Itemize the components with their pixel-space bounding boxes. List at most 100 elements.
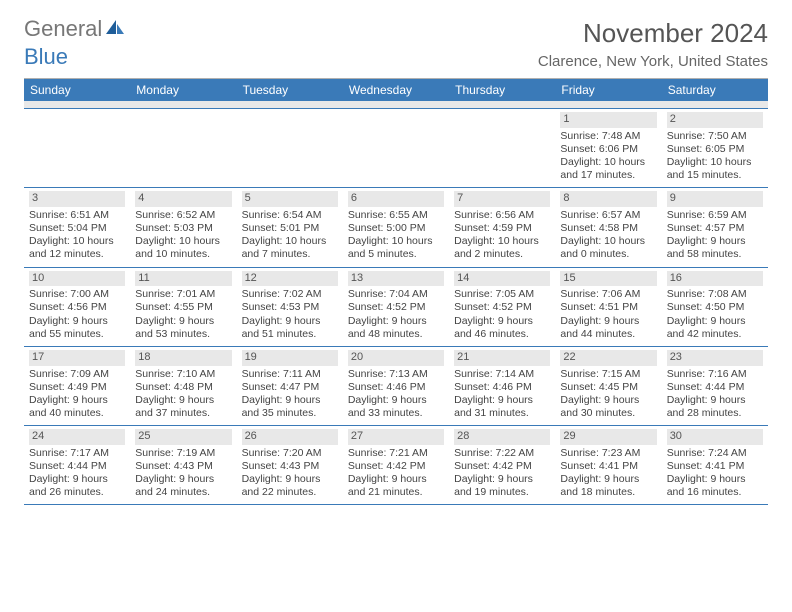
- sunrise-text: Sunrise: 7:20 AM: [242, 447, 338, 460]
- day-cell: 6 Sunrise: 6:55 AMSunset: 5:00 PMDaylight…: [343, 188, 449, 266]
- daylight-text: Daylight: 9 hours and 44 minutes.: [560, 315, 656, 341]
- sunset-text: Sunset: 4:46 PM: [348, 381, 444, 394]
- sunrise-text: Sunrise: 7:05 AM: [454, 288, 550, 301]
- sunset-text: Sunset: 6:05 PM: [667, 143, 763, 156]
- day-number: 18: [135, 350, 231, 366]
- sunrise-text: Sunrise: 7:19 AM: [135, 447, 231, 460]
- sunrise-text: Sunrise: 6:59 AM: [667, 209, 763, 222]
- daylight-text: Daylight: 9 hours and 19 minutes.: [454, 473, 550, 499]
- sunset-text: Sunset: 5:00 PM: [348, 222, 444, 235]
- day-number: 28: [454, 429, 550, 445]
- col-wednesday: Wednesday: [343, 79, 449, 101]
- day-number: 13: [348, 271, 444, 287]
- daylight-text: Daylight: 9 hours and 31 minutes.: [454, 394, 550, 420]
- daylight-text: Daylight: 9 hours and 16 minutes.: [667, 473, 763, 499]
- sunset-text: Sunset: 4:52 PM: [348, 301, 444, 314]
- daylight-text: Daylight: 9 hours and 30 minutes.: [560, 394, 656, 420]
- day-cell: 16Sunrise: 7:08 AMSunset: 4:50 PMDayligh…: [662, 268, 768, 346]
- day-cell: [130, 109, 236, 187]
- sunrise-text: Sunrise: 6:55 AM: [348, 209, 444, 222]
- sunrise-text: Sunrise: 6:57 AM: [560, 209, 656, 222]
- daylight-text: Daylight: 10 hours and 17 minutes.: [560, 156, 656, 182]
- daylight-text: Daylight: 10 hours and 7 minutes.: [242, 235, 338, 261]
- day-cell: 13Sunrise: 7:04 AMSunset: 4:52 PMDayligh…: [343, 268, 449, 346]
- daylight-text: Daylight: 9 hours and 24 minutes.: [135, 473, 231, 499]
- day-cell: 27Sunrise: 7:21 AMSunset: 4:42 PMDayligh…: [343, 426, 449, 504]
- day-number: 3: [29, 191, 125, 207]
- sunrise-text: Sunrise: 7:23 AM: [560, 447, 656, 460]
- sunrise-text: Sunrise: 7:48 AM: [560, 130, 656, 143]
- col-sunday: Sunday: [24, 79, 130, 101]
- sunset-text: Sunset: 4:45 PM: [560, 381, 656, 394]
- week-row: 10Sunrise: 7:00 AMSunset: 4:56 PMDayligh…: [24, 268, 768, 347]
- day-number: 9: [667, 191, 763, 207]
- day-cell: 2Sunrise: 7:50 AMSunset: 6:05 PMDaylight…: [662, 109, 768, 187]
- daylight-text: Daylight: 10 hours and 10 minutes.: [135, 235, 231, 261]
- sunrise-text: Sunrise: 7:22 AM: [454, 447, 550, 460]
- daylight-text: Daylight: 10 hours and 2 minutes.: [454, 235, 550, 261]
- day-cell: 11Sunrise: 7:01 AMSunset: 4:55 PMDayligh…: [130, 268, 236, 346]
- daylight-text: Daylight: 9 hours and 21 minutes.: [348, 473, 444, 499]
- day-header-row: Sunday Monday Tuesday Wednesday Thursday…: [24, 79, 768, 101]
- col-tuesday: Tuesday: [237, 79, 343, 101]
- day-cell: 29Sunrise: 7:23 AMSunset: 4:41 PMDayligh…: [555, 426, 661, 504]
- sunset-text: Sunset: 4:52 PM: [454, 301, 550, 314]
- day-cell: 8Sunrise: 6:57 AMSunset: 4:58 PMDaylight…: [555, 188, 661, 266]
- daylight-text: Daylight: 9 hours and 53 minutes.: [135, 315, 231, 341]
- day-number: 6: [348, 191, 444, 207]
- day-cell: 14Sunrise: 7:05 AMSunset: 4:52 PMDayligh…: [449, 268, 555, 346]
- day-cell: 22Sunrise: 7:15 AMSunset: 4:45 PMDayligh…: [555, 347, 661, 425]
- sunrise-text: Sunrise: 7:14 AM: [454, 368, 550, 381]
- sunset-text: Sunset: 5:01 PM: [242, 222, 338, 235]
- day-number: 29: [560, 429, 656, 445]
- day-number: 4: [135, 191, 231, 207]
- day-cell: 5Sunrise: 6:54 AMSunset: 5:01 PMDaylight…: [237, 188, 343, 266]
- sunrise-text: Sunrise: 7:00 AM: [29, 288, 125, 301]
- daylight-text: Daylight: 9 hours and 33 minutes.: [348, 394, 444, 420]
- day-number: 24: [29, 429, 125, 445]
- sunset-text: Sunset: 4:59 PM: [454, 222, 550, 235]
- day-cell: 17Sunrise: 7:09 AMSunset: 4:49 PMDayligh…: [24, 347, 130, 425]
- day-number: 14: [454, 271, 550, 287]
- day-cell: 1Sunrise: 7:48 AMSunset: 6:06 PMDaylight…: [555, 109, 661, 187]
- daylight-text: Daylight: 10 hours and 5 minutes.: [348, 235, 444, 261]
- header: General November 2024 Clarence, New York…: [0, 0, 792, 78]
- daylight-text: Daylight: 9 hours and 48 minutes.: [348, 315, 444, 341]
- day-cell: 18Sunrise: 7:10 AMSunset: 4:48 PMDayligh…: [130, 347, 236, 425]
- day-cell: 19Sunrise: 7:11 AMSunset: 4:47 PMDayligh…: [237, 347, 343, 425]
- sunset-text: Sunset: 4:41 PM: [667, 460, 763, 473]
- location: Clarence, New York, United States: [538, 53, 768, 70]
- sunset-text: Sunset: 4:53 PM: [242, 301, 338, 314]
- day-number: 15: [560, 271, 656, 287]
- sunset-text: Sunset: 4:42 PM: [454, 460, 550, 473]
- sunrise-text: Sunrise: 7:08 AM: [667, 288, 763, 301]
- sunset-text: Sunset: 4:58 PM: [560, 222, 656, 235]
- logo-sail-icon: [104, 18, 126, 40]
- calendar: Sunday Monday Tuesday Wednesday Thursday…: [24, 78, 768, 505]
- day-cell: 24Sunrise: 7:17 AMSunset: 4:44 PMDayligh…: [24, 426, 130, 504]
- sunrise-text: Sunrise: 6:52 AM: [135, 209, 231, 222]
- daylight-text: Daylight: 9 hours and 58 minutes.: [667, 235, 763, 261]
- sunrise-text: Sunrise: 6:51 AM: [29, 209, 125, 222]
- sunset-text: Sunset: 4:47 PM: [242, 381, 338, 394]
- sunset-text: Sunset: 4:57 PM: [667, 222, 763, 235]
- sunset-text: Sunset: 4:41 PM: [560, 460, 656, 473]
- day-cell: 28 Sunrise: 7:22 AMSunset: 4:42 PMDayligh…: [449, 426, 555, 504]
- daylight-text: Daylight: 9 hours and 22 minutes.: [242, 473, 338, 499]
- day-cell: 10Sunrise: 7:00 AMSunset: 4:56 PMDayligh…: [24, 268, 130, 346]
- col-saturday: Saturday: [662, 79, 768, 101]
- sunset-text: Sunset: 4:51 PM: [560, 301, 656, 314]
- sunrise-text: Sunrise: 7:11 AM: [242, 368, 338, 381]
- day-number: 27: [348, 429, 444, 445]
- month-title: November 2024: [538, 18, 768, 49]
- sunrise-text: Sunrise: 6:56 AM: [454, 209, 550, 222]
- sunset-text: Sunset: 4:43 PM: [242, 460, 338, 473]
- sunrise-text: Sunrise: 7:15 AM: [560, 368, 656, 381]
- day-number: 23: [667, 350, 763, 366]
- day-number: 16: [667, 271, 763, 287]
- day-cell: 12Sunrise: 7:02 AMSunset: 4:53 PMDayligh…: [237, 268, 343, 346]
- day-number: 17: [29, 350, 125, 366]
- day-cell: 30Sunrise: 7:24 AMSunset: 4:41 PMDayligh…: [662, 426, 768, 504]
- week-row: 3Sunrise: 6:51 AMSunset: 5:04 PMDaylight…: [24, 188, 768, 267]
- sunrise-text: Sunrise: 7:01 AM: [135, 288, 231, 301]
